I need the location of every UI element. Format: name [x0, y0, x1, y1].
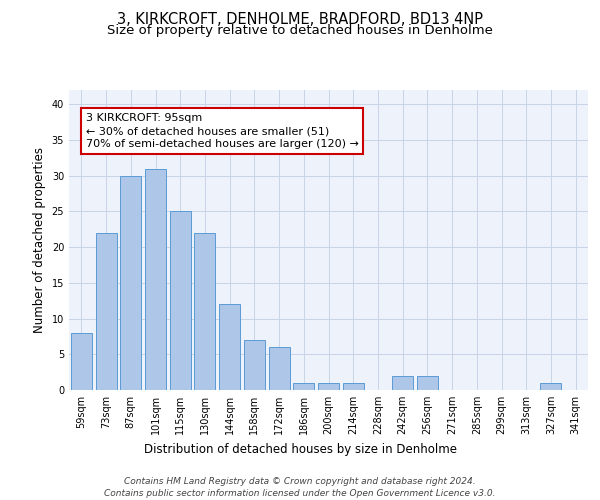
Bar [95, 233, 116, 390]
Text: Contains HM Land Registry data © Crown copyright and database right 2024.: Contains HM Land Registry data © Crown c… [124, 478, 476, 486]
Bar [120, 176, 141, 390]
Bar [541, 383, 562, 390]
Bar [417, 376, 438, 390]
Bar [71, 333, 92, 390]
Bar [318, 383, 339, 390]
Y-axis label: Number of detached properties: Number of detached properties [33, 147, 46, 333]
Text: 3 KIRKCROFT: 95sqm
← 30% of detached houses are smaller (51)
70% of semi-detache: 3 KIRKCROFT: 95sqm ← 30% of detached hou… [86, 113, 359, 150]
Bar [392, 376, 413, 390]
Bar [244, 340, 265, 390]
Text: Size of property relative to detached houses in Denholme: Size of property relative to detached ho… [107, 24, 493, 37]
Bar [269, 347, 290, 390]
Bar [293, 383, 314, 390]
Bar [194, 233, 215, 390]
Text: 3, KIRKCROFT, DENHOLME, BRADFORD, BD13 4NP: 3, KIRKCROFT, DENHOLME, BRADFORD, BD13 4… [117, 12, 483, 28]
Bar [219, 304, 240, 390]
Text: Distribution of detached houses by size in Denholme: Distribution of detached houses by size … [143, 442, 457, 456]
Bar [170, 212, 191, 390]
Text: Contains public sector information licensed under the Open Government Licence v3: Contains public sector information licen… [104, 489, 496, 498]
Bar [145, 168, 166, 390]
Bar [343, 383, 364, 390]
